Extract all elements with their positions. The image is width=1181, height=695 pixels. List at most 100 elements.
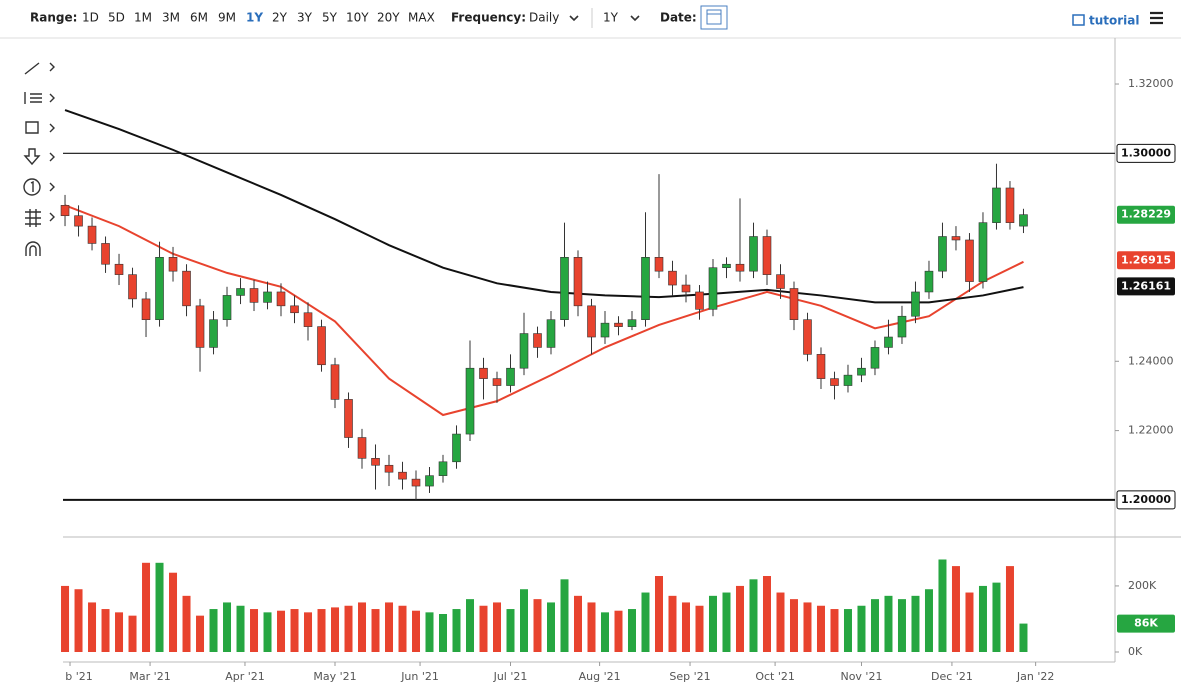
candle-body [155, 257, 164, 320]
candle-body [938, 236, 947, 272]
tool-magnet[interactable] [25, 241, 41, 256]
candle-body [965, 239, 974, 282]
candle-body [411, 478, 421, 487]
range-button[interactable]: 20Y [377, 11, 400, 25]
volume-bar [816, 605, 825, 652]
volume-label-box [1117, 614, 1175, 633]
volume-bar [236, 605, 245, 652]
menu-button[interactable] [1150, 11, 1163, 25]
volume-bar [695, 605, 704, 652]
candle-body [168, 257, 178, 272]
tool-line[interactable] [24, 62, 55, 75]
candle-body [830, 378, 839, 386]
candle-body [87, 225, 97, 244]
tutorial-icon[interactable] [1072, 14, 1085, 26]
price-label-box [1117, 277, 1175, 296]
frequency-select[interactable]: Daily [529, 11, 559, 25]
volume-bar [573, 595, 582, 652]
candle-body [897, 315, 907, 338]
volume-bar [506, 609, 515, 652]
tool-fib[interactable] [24, 92, 55, 104]
volume-bar [317, 609, 326, 652]
volume-bar [196, 615, 205, 652]
candle-body [587, 305, 596, 338]
volume-label-text: 86K [1134, 617, 1158, 630]
chevron[interactable] [569, 15, 579, 22]
price-label-box [1117, 205, 1175, 224]
range-button[interactable]: 6M [190, 11, 208, 25]
calendar-icon[interactable] [706, 9, 722, 25]
candle-body [762, 236, 772, 275]
volume-bar [870, 599, 879, 652]
level-label: 1.30000 [1116, 143, 1176, 163]
price-label-text: 1.26915 [1121, 253, 1171, 266]
x-tick-label: Apr '21 [225, 670, 265, 683]
candle-body [668, 270, 677, 286]
volume-tick-label: 0K [1128, 645, 1143, 658]
tutorial-link[interactable]: tutorial [1089, 14, 1140, 28]
tool-note[interactable] [23, 178, 41, 196]
candle-body [465, 367, 475, 435]
range-button[interactable]: 1Y [246, 11, 263, 25]
volume-bar [627, 609, 636, 652]
level-label: 1.20000 [1116, 490, 1176, 510]
candle-body [641, 257, 650, 320]
candle-body [60, 205, 70, 217]
candle-body [560, 257, 569, 320]
volume-bar [520, 589, 529, 652]
volume-bar [331, 607, 340, 652]
volume-bar [546, 602, 555, 652]
candle-body [303, 312, 313, 327]
volume-bar [560, 579, 569, 652]
candle-body [789, 288, 799, 320]
range-button[interactable]: 1M [134, 11, 152, 25]
candle-body [533, 333, 542, 348]
calendar-button[interactable] [700, 5, 728, 30]
candle-body [492, 378, 502, 386]
volume-bar [182, 595, 191, 652]
range-button[interactable]: MAX [408, 11, 435, 25]
chevron[interactable] [630, 15, 640, 22]
range-button[interactable]: 3Y [297, 11, 313, 25]
volume-bar [884, 595, 893, 652]
candle-body [236, 288, 245, 296]
volume-bar [992, 582, 1001, 652]
candle-body [506, 367, 515, 386]
volume-bar [830, 609, 839, 652]
volume-bar [155, 562, 164, 652]
volume-bar [88, 602, 97, 652]
range-button[interactable]: 5Y [322, 11, 338, 25]
candle-body [452, 433, 461, 463]
range-button[interactable]: 1D [82, 11, 99, 25]
volume-bar [128, 615, 137, 652]
candle-body [195, 305, 205, 348]
candle-body [735, 263, 745, 272]
range-button[interactable]: 3M [162, 11, 180, 25]
range-button[interactable]: 5D [108, 11, 125, 25]
candle-body [1005, 187, 1015, 223]
candle-body [128, 274, 137, 300]
tool-note[interactable] [30, 180, 55, 192]
range-button[interactable]: 10Y [346, 11, 369, 25]
candle-body [951, 236, 961, 241]
calendar-frame[interactable] [700, 5, 728, 30]
volume-bar [938, 559, 947, 652]
drawing-tools[interactable] [23, 62, 55, 256]
tool-rect[interactable] [25, 121, 55, 134]
volume-label: 86K [1117, 614, 1175, 633]
candle-body [857, 367, 866, 376]
candle-body [600, 322, 610, 338]
period-select[interactable]: 1Y [603, 11, 619, 25]
tool-measure[interactable] [25, 209, 55, 227]
x-tick-label: Jul '21 [493, 670, 528, 683]
volume-bar [587, 602, 596, 652]
range-button[interactable]: 9M [218, 11, 236, 25]
volume-bar [101, 609, 110, 652]
candle-body [209, 319, 218, 348]
candle-body [870, 347, 880, 369]
candle-body [222, 295, 232, 320]
level-label-text: 1.20000 [1121, 493, 1171, 506]
tool-arrow[interactable] [23, 148, 55, 166]
candle-body [722, 263, 731, 269]
range-button[interactable]: 2Y [272, 11, 288, 25]
